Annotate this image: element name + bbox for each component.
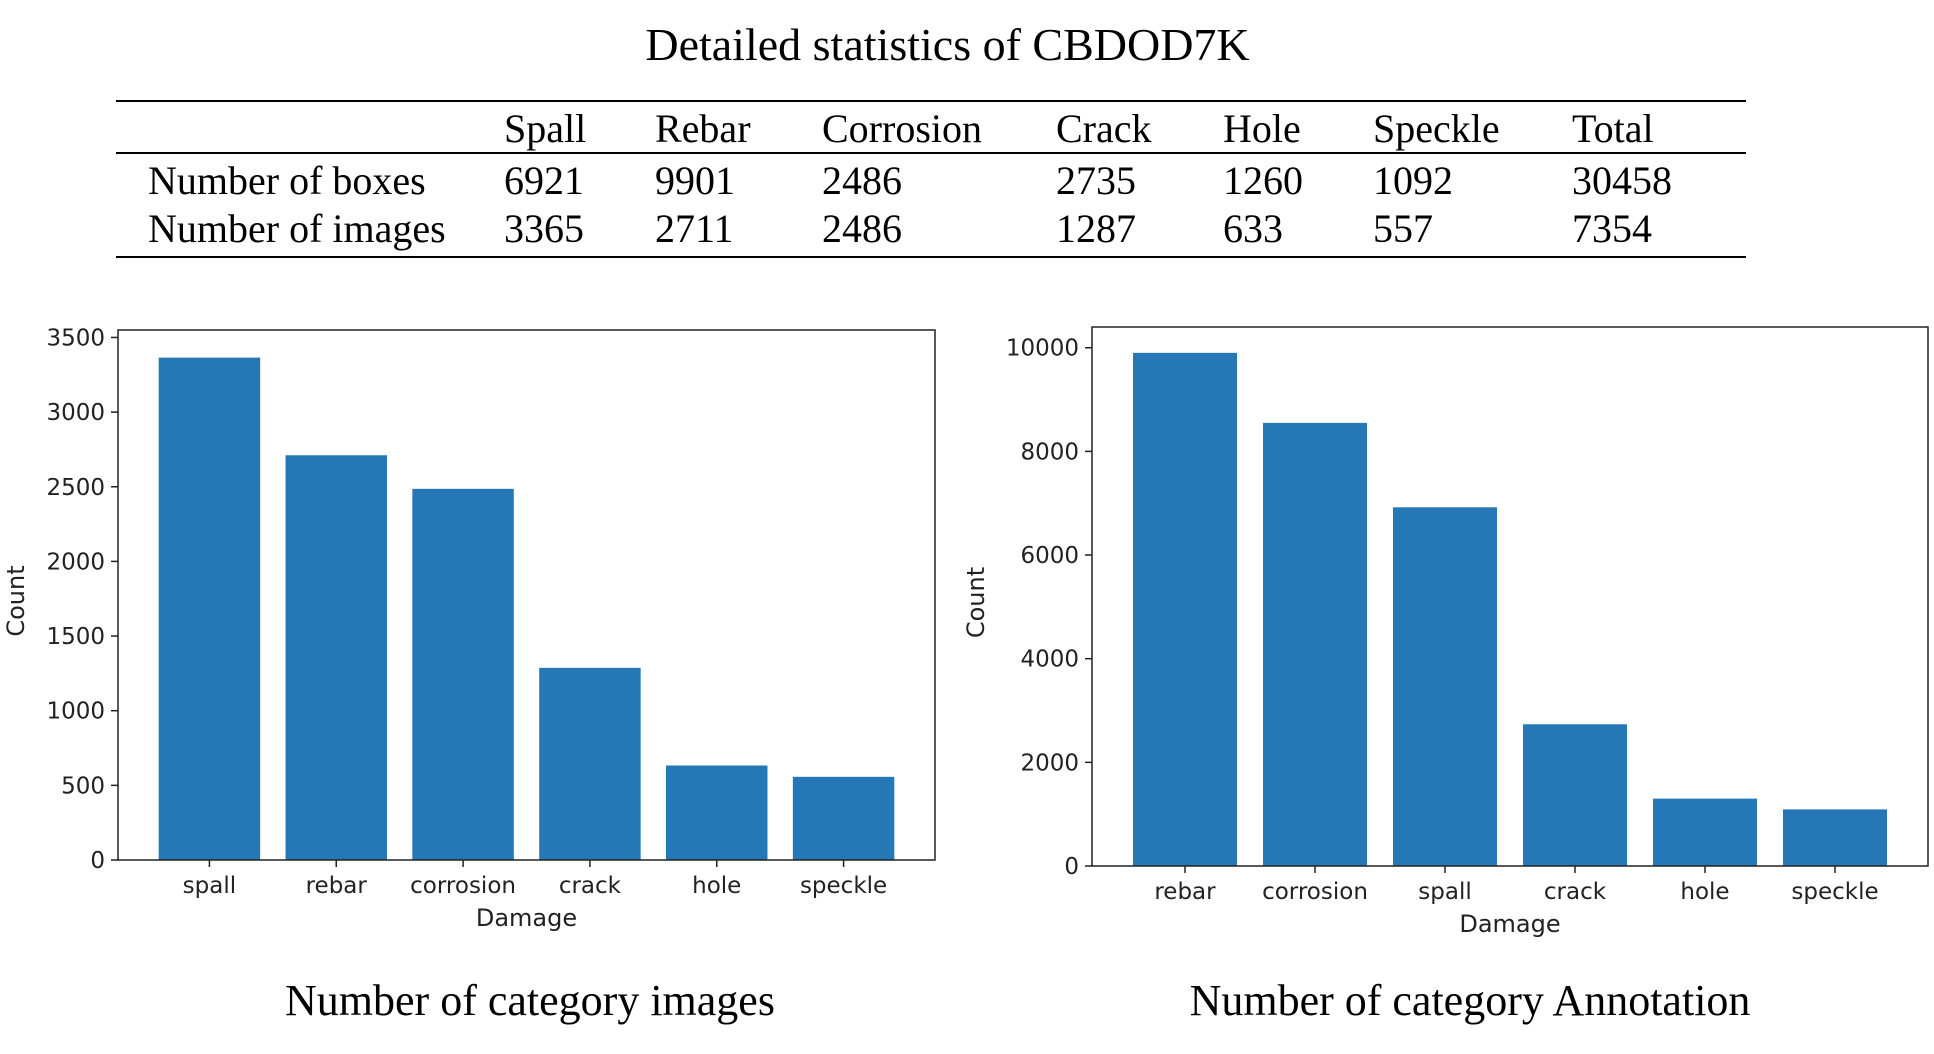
chart-caption-images: Number of category images: [285, 976, 775, 1025]
x-tick-label: hole: [1680, 879, 1729, 905]
table-header-cell: Corrosion: [822, 101, 1056, 154]
x-tick-label: crack: [1544, 879, 1607, 905]
x-tick-label: corrosion: [1262, 879, 1368, 905]
x-tick-label: speckle: [1791, 879, 1878, 905]
bar-hole: [1653, 798, 1757, 866]
table-header-cell: [116, 101, 504, 154]
table-cell: 7354: [1572, 205, 1652, 251]
x-tick-label: rebar: [1154, 879, 1216, 905]
statistics-table: Spall Rebar Corrosion Crack Hole Speckle…: [116, 100, 1746, 258]
x-tick-label: hole: [692, 873, 741, 899]
y-tick-label: 2500: [46, 475, 105, 501]
bar-rebar: [1133, 352, 1237, 866]
bar-hole: [666, 765, 768, 860]
table-cell: 3365: [504, 205, 584, 251]
y-axis-label: Count: [2, 565, 30, 636]
x-tick-label: speckle: [800, 873, 887, 899]
x-tick-label: spall: [1418, 879, 1471, 905]
table-header-cell: Speckle: [1373, 101, 1572, 154]
y-tick-label: 500: [61, 773, 105, 799]
table-cell: 2735: [1056, 157, 1136, 203]
table-cell: 1287: [1056, 205, 1136, 251]
bar-corrosion: [1263, 422, 1367, 866]
y-tick-label: 1000: [46, 699, 105, 725]
y-axis-label: Count: [962, 567, 990, 638]
table-cell: 2711: [655, 205, 734, 251]
bar-crack: [1523, 724, 1627, 866]
y-tick-label: 6000: [1020, 543, 1079, 569]
statistics-table-container: Spall Rebar Corrosion Crack Hole Speckle…: [116, 100, 1746, 258]
table-cell: 1092: [1373, 157, 1453, 203]
x-tick-label: corrosion: [410, 873, 516, 899]
table-cell: 30458: [1572, 157, 1672, 203]
y-tick-label: 2000: [1020, 750, 1079, 776]
table-header-cell: Crack: [1056, 101, 1223, 154]
x-tick-label: crack: [559, 873, 622, 899]
plot-frame: [1091, 326, 1929, 867]
table-row: Number of images 3365 2711 2486 1287 633…: [116, 204, 1746, 257]
bar-speckle: [1783, 809, 1887, 866]
bar-corrosion: [412, 488, 514, 860]
y-tick-label: 4000: [1020, 647, 1079, 673]
table-cell: 2486: [822, 205, 902, 251]
table-cell: 633: [1223, 205, 1283, 251]
x-tick-label: rebar: [306, 873, 368, 899]
table-header-cell: Total: [1572, 101, 1746, 154]
table-cell: 557: [1373, 205, 1433, 251]
table-cell: 2486: [822, 157, 902, 203]
y-tick-label: 0: [1064, 854, 1079, 880]
table-cell: 9901: [655, 157, 735, 203]
plot-frame: [117, 329, 936, 861]
bar-spall: [158, 357, 261, 860]
x-tick-label: spall: [183, 873, 236, 899]
bar-spall: [1393, 507, 1497, 866]
x-axis-label: Damage: [1459, 910, 1560, 938]
y-tick-label: 10000: [1006, 336, 1079, 362]
y-tick-label: 3000: [46, 400, 105, 426]
bar-speckle: [792, 776, 895, 860]
y-tick-label: 2000: [46, 549, 105, 575]
table-cell: 6921: [504, 157, 584, 203]
x-axis-label: Damage: [476, 904, 577, 932]
bar-crack: [539, 667, 641, 860]
table-header-cell: Spall: [504, 101, 655, 154]
y-tick-label: 0: [90, 848, 105, 874]
chart-caption-annotation: Number of category Annotation: [1189, 976, 1751, 1025]
table-header-cell: Hole: [1223, 101, 1373, 154]
table-header-row: Spall Rebar Corrosion Crack Hole Speckle…: [116, 101, 1746, 154]
table-row: Number of boxes 6921 9901 2486 2735 1260…: [116, 153, 1746, 204]
table-row-label: Number of boxes: [148, 157, 426, 203]
y-tick-label: 3500: [46, 325, 105, 351]
table-header-cell: Rebar: [655, 101, 822, 154]
table-row-label: Number of images: [148, 205, 446, 251]
table-cell: 1260: [1223, 157, 1303, 203]
y-tick-label: 1500: [46, 624, 105, 650]
bar-rebar: [285, 455, 387, 860]
y-tick-label: 8000: [1020, 439, 1079, 465]
table-title: Detailed statistics of CBDOD7K: [645, 19, 1250, 70]
